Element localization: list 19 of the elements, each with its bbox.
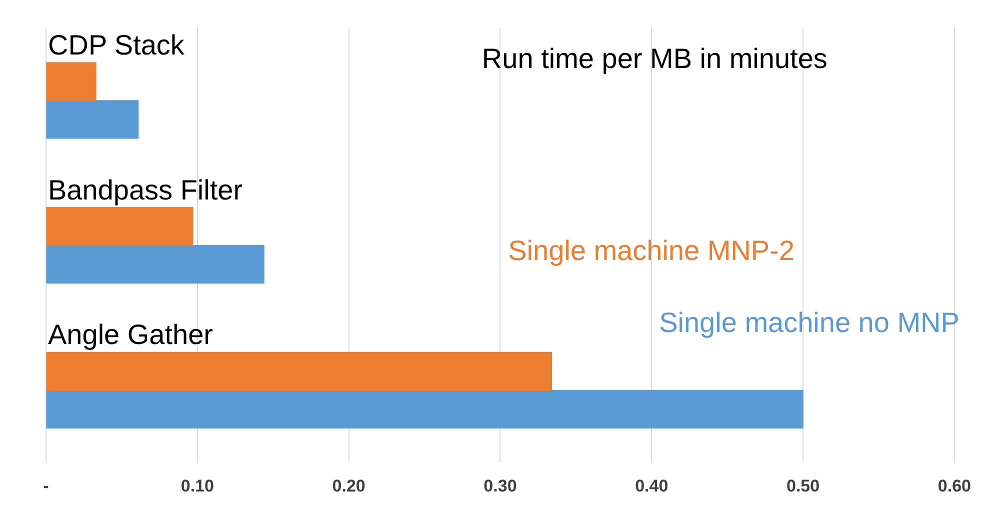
text: Run time per MB in minutes	[482, 43, 828, 74]
bar	[46, 352, 552, 390]
y-tick-label: CDP Stack	[48, 29, 186, 60]
y-tick-label: Bandpass Filter	[48, 174, 243, 206]
text: Single machine MNP-2	[508, 235, 794, 266]
bar	[46, 206, 194, 246]
x-tick-label: 0.40	[635, 476, 668, 496]
series-label: Single machine no MNP	[659, 307, 960, 338]
x-tick-label: 0.50	[786, 476, 820, 496]
x-tick-label: 0.60	[938, 476, 972, 496]
x-tick-label: 0.20	[332, 476, 366, 496]
x-tick-label: 0.10	[180, 476, 214, 496]
bar	[46, 62, 96, 101]
y-tick-label: Angle Gather	[48, 319, 213, 350]
bar	[46, 244, 264, 284]
x-tick-label: -	[43, 476, 49, 496]
x-tick-label: 0.30	[484, 476, 517, 496]
bar	[46, 390, 804, 428]
bar	[46, 100, 139, 139]
